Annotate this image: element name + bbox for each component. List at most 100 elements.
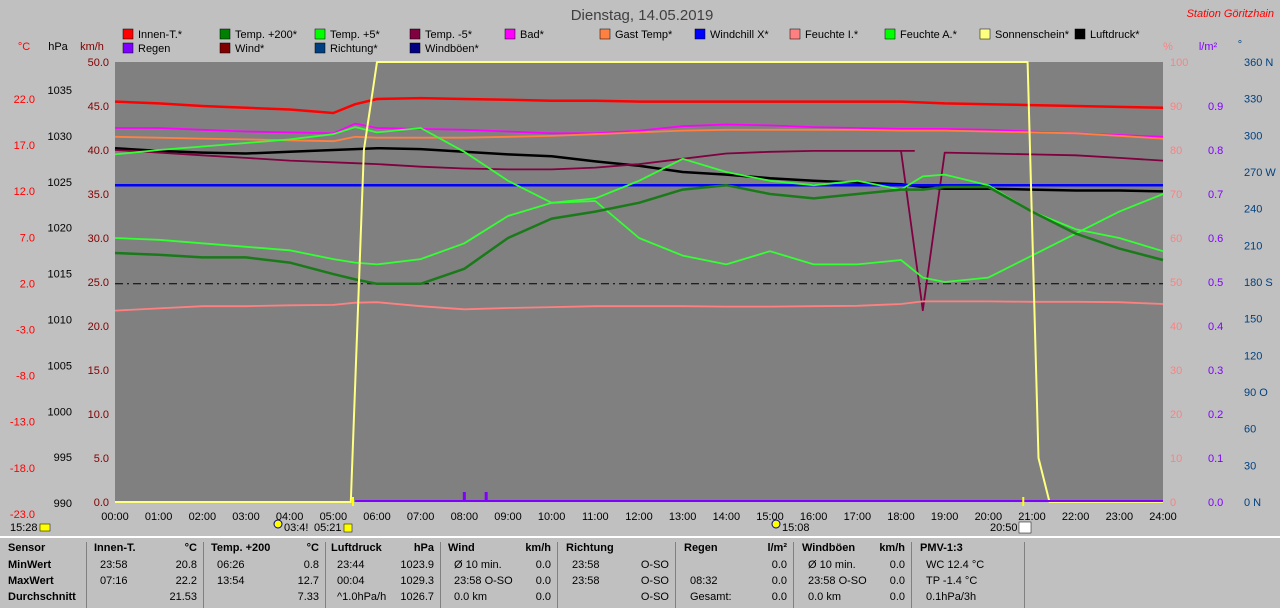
stats-avg-label: Durchschnitt: [8, 591, 76, 603]
tick-time: 03:00: [232, 511, 260, 523]
tick-pct: 100: [1170, 57, 1188, 69]
marker-t1: 05:21: [314, 522, 342, 534]
stats-temp200-value: 12.7: [297, 575, 319, 587]
tick-lm2: 0.7: [1208, 189, 1223, 201]
legend-swatch: [122, 42, 134, 54]
tick-time: 04:00: [276, 511, 304, 523]
stats-wind-value: 0.0: [535, 575, 551, 587]
stats-innen: Innen-T. °C 23:58 20.8 07:16 22.2 21.53: [88, 542, 204, 608]
stats-pmv-time: WC 12.4 °C: [926, 559, 985, 571]
stats-sensor: Sensor MinWert MaxWert Durchschnitt: [6, 542, 87, 608]
stats-regen-value: 0.0: [771, 575, 787, 587]
tick-hpa: 995: [54, 452, 72, 464]
tick-pct: 30: [1170, 365, 1182, 377]
marker-left-time: 15:28: [10, 522, 38, 534]
legend-swatch: [694, 28, 706, 40]
legend-label: Gast Temp*: [615, 29, 673, 41]
stats-windboeen-title: Windböen: [802, 542, 856, 554]
stats-luftdruck-value: 1029.3: [400, 575, 434, 587]
chart-legend: Innen-T.* Temp. +200* Temp. +5* Temp. -5* Ba…: [122, 28, 1140, 55]
stats-luftdruck-time: 23:44: [337, 559, 365, 571]
legend-label: Sonnenschein*: [995, 29, 1070, 41]
tick-celsius: 17.0: [14, 140, 35, 152]
tick-hpa: 1025: [48, 177, 72, 189]
legend-swatch: [409, 42, 421, 54]
tick-celsius: -18.0: [10, 463, 35, 475]
stats-temp200-title: Temp. +200: [211, 542, 271, 554]
series-line: [114, 96, 1164, 115]
stats-pmv: PMV-1:3 WC 12.4 °C TP -1.4 °C 0.1hPa/3h: [914, 542, 1025, 608]
legend-label: Richtung*: [330, 43, 378, 55]
tick-celsius: 7.0: [20, 232, 35, 244]
stats-richtung-time: 23:58: [572, 559, 600, 571]
series-line: [114, 146, 1164, 193]
legend-swatch: [599, 28, 611, 40]
stats-wind-value: 0.0: [535, 559, 551, 571]
tick-time: 01:00: [145, 511, 173, 523]
stats-luftdruck-title: Luftdruck: [331, 542, 382, 554]
stats-regen-value: 0.0: [771, 559, 787, 571]
tick-pct: 80: [1170, 145, 1182, 157]
stats-luftdruck-time: 00:04: [337, 575, 365, 587]
stats-windboeen-time: 23:58 O-SO: [808, 575, 867, 587]
tick-pct: 60: [1170, 233, 1182, 245]
stats-innen-title: Innen-T.: [94, 542, 136, 554]
tick-time: 14:00: [713, 511, 741, 523]
tick-hpa: 1015: [48, 269, 72, 281]
tick-kmh: 40.0: [88, 145, 109, 157]
tick-celsius: -3.0: [16, 325, 35, 337]
stats-wind: Wind km/h Ø 10 min. 0.0 23:58 O-SO 0.0 0.0 km 0…: [442, 542, 558, 608]
tick-hpa: 1000: [48, 406, 72, 418]
tick-lm2: 0.0: [1208, 497, 1223, 509]
tick-kmh: 25.0: [88, 277, 109, 289]
stats-regen-title: Regen: [684, 542, 718, 554]
stats-sensor-title: Sensor: [8, 542, 46, 554]
tick-celsius: -8.0: [16, 371, 35, 383]
stats-innen-value: 22.2: [175, 575, 197, 587]
legend-swatch: [122, 28, 134, 40]
stats-wind-unit: km/h: [525, 542, 551, 554]
tick-time: 12:00: [625, 511, 653, 523]
station-name: Station Göritzhain: [1187, 8, 1274, 20]
series-line: [114, 126, 1164, 253]
tick-time: 19:00: [931, 511, 959, 523]
legend-label: Temp. +5*: [330, 29, 381, 41]
axis-unit-lm2: l/m²: [1199, 41, 1218, 53]
stats-richtung: Richtung 23:58 O-SO 23:58 O-SO O-SO: [560, 542, 676, 608]
stats-temp200-time: 06:26: [217, 559, 245, 571]
sunset-icon: [1018, 521, 1032, 534]
stats-windboeen-value: 0.0: [889, 591, 905, 603]
stats-regen-time: Gesamt:: [690, 591, 732, 603]
chart-series: [114, 61, 1164, 503]
tick-pct: 20: [1170, 409, 1182, 421]
tick-time: 18:00: [887, 511, 915, 523]
tick-deg: 120: [1244, 350, 1262, 362]
tick-deg: 180 S: [1244, 277, 1273, 289]
series-line: [114, 300, 1164, 312]
time-markers: 15:28 03:4! 05:21 15:08 20:50: [10, 497, 1032, 534]
tick-time: 10:00: [538, 511, 566, 523]
stats-regen: Regen l/m² 0.0 08:32 0.0 Gesamt: 0.0: [678, 542, 794, 608]
tick-time: 08:00: [451, 511, 479, 523]
tick-hpa: 1010: [48, 315, 72, 327]
tick-kmh: 5.0: [94, 453, 109, 465]
stats-richtung-value: O-SO: [640, 559, 669, 571]
tick-lm2: 0.4: [1208, 321, 1223, 333]
stats-innen-value: 20.8: [175, 559, 197, 571]
legend-label: Windböen*: [425, 43, 480, 55]
stats-wind-time: 23:58 O-SO: [454, 575, 513, 587]
tick-celsius: 12.0: [14, 186, 35, 198]
tick-kmh: 0.0: [94, 497, 109, 509]
stats-temp200-time: 13:54: [217, 575, 245, 587]
marker-sunrise: 03:4!: [284, 522, 308, 534]
legend-swatch: [409, 28, 421, 40]
stats-luftdruck-value: 1026.7: [400, 591, 434, 603]
legend-swatch: [314, 42, 326, 54]
tick-time: 13:00: [669, 511, 697, 523]
tick-time: 24:00: [1149, 511, 1177, 523]
tick-time: 07:00: [407, 511, 435, 523]
stats-richtung-value: O-SO: [640, 575, 669, 587]
stats-windboeen-time: Ø 10 min.: [808, 559, 856, 571]
tick-hpa: 1020: [48, 223, 72, 235]
tick-deg: 240: [1244, 204, 1262, 216]
